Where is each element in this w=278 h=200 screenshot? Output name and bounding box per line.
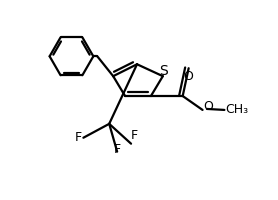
Text: F: F <box>74 131 81 144</box>
Text: F: F <box>114 143 121 156</box>
Text: CH₃: CH₃ <box>225 103 249 116</box>
Text: S: S <box>160 64 168 78</box>
Text: O: O <box>203 100 214 113</box>
Text: F: F <box>131 129 138 142</box>
Text: O: O <box>184 70 193 83</box>
